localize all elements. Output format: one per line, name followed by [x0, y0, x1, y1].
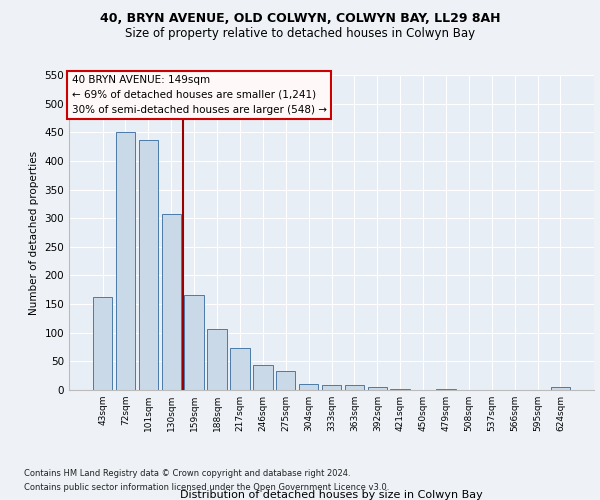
Text: 40, BRYN AVENUE, OLD COLWYN, COLWYN BAY, LL29 8AH: 40, BRYN AVENUE, OLD COLWYN, COLWYN BAY,…: [100, 12, 500, 26]
Bar: [139, 140, 158, 390]
Bar: [299, 384, 319, 390]
Bar: [344, 386, 364, 390]
Bar: [368, 387, 387, 390]
Bar: [230, 348, 250, 390]
Text: Contains HM Land Registry data © Crown copyright and database right 2024.: Contains HM Land Registry data © Crown c…: [24, 468, 350, 477]
Bar: [161, 214, 181, 390]
Bar: [116, 132, 135, 390]
Text: Contains public sector information licensed under the Open Government Licence v3: Contains public sector information licen…: [24, 484, 389, 492]
Bar: [184, 295, 204, 390]
Text: Size of property relative to detached houses in Colwyn Bay: Size of property relative to detached ho…: [125, 28, 475, 40]
Bar: [322, 386, 341, 390]
Y-axis label: Number of detached properties: Number of detached properties: [29, 150, 39, 314]
Bar: [551, 387, 570, 390]
Bar: [93, 296, 112, 390]
X-axis label: Distribution of detached houses by size in Colwyn Bay: Distribution of detached houses by size …: [180, 490, 483, 500]
Bar: [208, 330, 227, 390]
Bar: [253, 365, 272, 390]
Bar: [276, 371, 295, 390]
Text: 40 BRYN AVENUE: 149sqm
← 69% of detached houses are smaller (1,241)
30% of semi-: 40 BRYN AVENUE: 149sqm ← 69% of detached…: [71, 75, 326, 114]
